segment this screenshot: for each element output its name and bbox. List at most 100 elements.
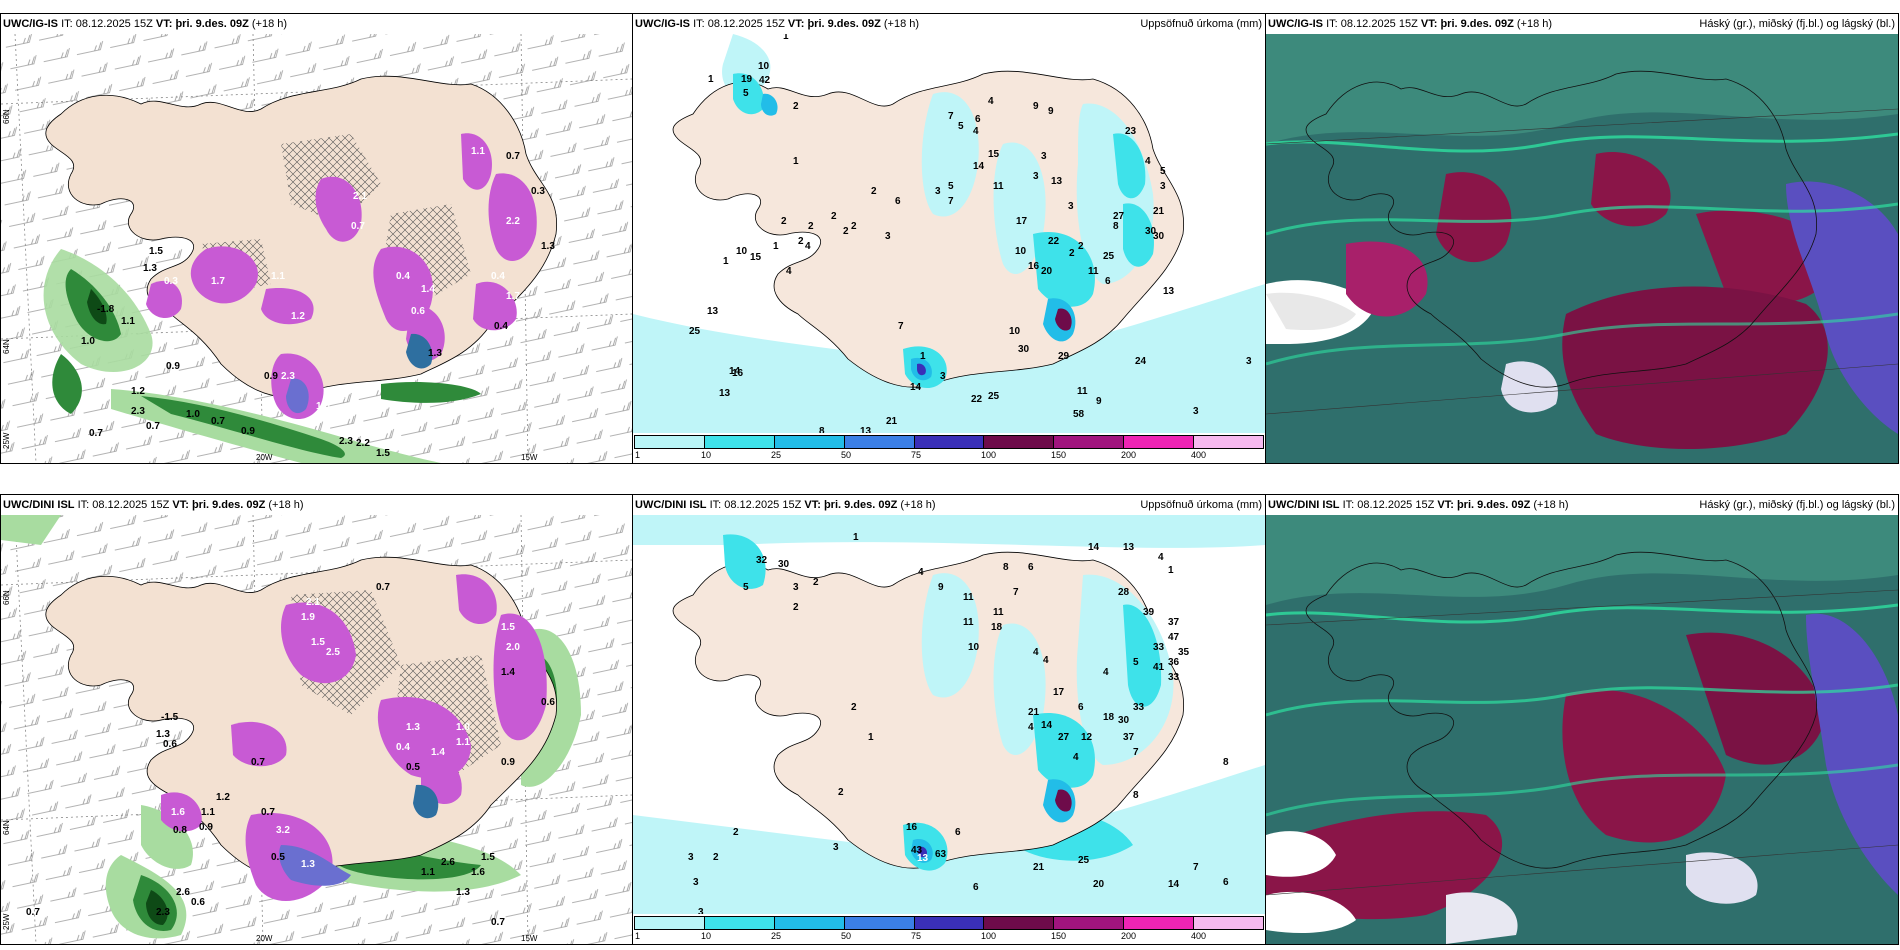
precip-label: 20 (1041, 266, 1053, 277)
precip-label: 21 (1153, 206, 1165, 217)
precip-label: 10 (968, 642, 980, 653)
precip-label: 6 (1223, 877, 1229, 888)
temp-label: 2.3 (156, 907, 170, 918)
swatch (774, 917, 845, 929)
model-name: UWC/IG-IS (635, 18, 690, 30)
temp-label: 1.0 (81, 336, 95, 347)
panel-dini-precip: UWC/DINI ISL IT: 08.12.2025 15Z VT: þri.… (632, 494, 1266, 945)
precip-label: 7 (1013, 587, 1019, 598)
temp-label: 1.0 (186, 409, 200, 420)
temp-label: 0.8 (173, 825, 187, 836)
precip-label: 33 (1153, 642, 1165, 653)
temp-label: 1.3 (301, 859, 315, 870)
precip-label: 14 (1041, 720, 1053, 731)
temp-label: 0.7 (146, 421, 160, 432)
precip-label: 2 (713, 852, 719, 863)
precip-label: 2 (781, 216, 787, 227)
vt-value: þri. 9.des. 09Z (191, 499, 266, 511)
precip-label: 3 (1033, 171, 1039, 182)
colorbar-tick: 100 (981, 450, 997, 460)
swatch (1054, 436, 1125, 448)
temp-label: 1.4 (501, 667, 515, 678)
precip-label: 22 (971, 394, 983, 405)
lat-label: 25W (2, 432, 11, 449)
precip-label: 20 (1093, 879, 1105, 890)
temp-label: 1.3 (143, 263, 157, 274)
precip-label: 16 (1028, 261, 1040, 272)
precip-label: 9 (938, 582, 944, 593)
swatch (635, 436, 705, 448)
precip-label: 36 (1168, 657, 1180, 668)
panel-header: UWC/DINI ISL IT: 08.12.2025 15Z VT: þri.… (1266, 495, 1898, 515)
temp-label: 0.9 (166, 361, 180, 372)
precip-label: 15 (750, 252, 762, 263)
precip-label: 33 (1168, 672, 1180, 683)
panel-header: UWC/IG-IS IT: 08.12.2025 15Z VT: þri. 9.… (1, 14, 632, 34)
swatch (844, 917, 915, 929)
swatch (1124, 917, 1195, 929)
precip-label: 11 (963, 592, 974, 603)
precip-label: 42 (759, 75, 771, 86)
swatch (774, 436, 845, 448)
precip-label: 13 (860, 426, 872, 433)
vt-label: VT: (172, 499, 189, 511)
swatch (1054, 917, 1125, 929)
colorbar-tick: 1 (635, 450, 641, 460)
precip-label: 37 (1168, 617, 1180, 628)
temp-label: 0.9 (264, 371, 278, 382)
map-area: -1.5 1.3 0.6 1.2 1.6 1.1 0.8 0.9 0.5 0.7… (1, 515, 632, 944)
temp-label: 1.3 (456, 887, 470, 898)
precip-label: 4 (1103, 667, 1109, 678)
precip-label: 25 (988, 391, 1000, 402)
colorbar-tick: 50 (841, 931, 852, 941)
temp-label: 2.1 (306, 597, 320, 608)
precip-label: 1 (868, 732, 874, 743)
temp-label: 1.4 (431, 747, 445, 758)
precip-label: 29 (1058, 351, 1070, 362)
temp-label: 1.7 (506, 291, 520, 302)
temp-label: 0.7 (376, 582, 390, 593)
swatch (704, 436, 775, 448)
precip-label: 30 (1118, 715, 1130, 726)
precip-label: 3 (1041, 151, 1047, 162)
temp-label: 1.0 (316, 401, 330, 412)
precip-label: 21 (886, 416, 898, 427)
precip-label: 13 (719, 388, 731, 399)
precip-label: 24 (1135, 356, 1147, 367)
precip-label: 16 (732, 368, 744, 379)
temp-label: 1.7 (211, 276, 225, 287)
lon-label: 15W (521, 934, 538, 943)
swatch (1124, 436, 1195, 448)
precip-label: 4 (1033, 647, 1039, 658)
model-name: UWC/DINI ISL (3, 499, 75, 511)
temp-label: 1.1 (201, 807, 215, 818)
precip-label: 2 (831, 211, 837, 222)
precip-label: 6 (895, 196, 901, 207)
precip-label: 39 (1143, 607, 1155, 618)
temp-label: 0.9 (241, 426, 255, 437)
temp-label: 1.1 (121, 316, 135, 327)
precip-label: 22 (1048, 236, 1060, 247)
precip-label: 4 (786, 266, 792, 277)
temp-label: 2.2 (506, 216, 520, 227)
precip-label: 6 (1105, 276, 1111, 287)
precip-label: 5 (958, 121, 964, 132)
precip-label: 6 (1028, 562, 1034, 573)
precip-label: 25 (1103, 251, 1115, 262)
model-name: UWC/DINI ISL (635, 499, 707, 511)
precip-label: 8 (1113, 221, 1119, 232)
lat-label: 25W (2, 913, 11, 930)
panel-title: Uppsöfnuð úrkoma (mm) (1140, 499, 1262, 511)
temp-label: -1.8 (97, 304, 115, 315)
temp-label: 1.3 (541, 241, 555, 252)
precip-label: 2 (798, 236, 804, 247)
colorbar-tick: 400 (1191, 450, 1207, 460)
precip-label: 4 (1145, 156, 1151, 167)
precip-label: 41 (1153, 662, 1165, 673)
temp-label: 1.3 (406, 722, 420, 733)
swatch (914, 917, 985, 929)
precip-label: 4 (1028, 722, 1034, 733)
lead-time: (+18 h) (251, 18, 288, 30)
precip-label: 43 (911, 845, 923, 856)
